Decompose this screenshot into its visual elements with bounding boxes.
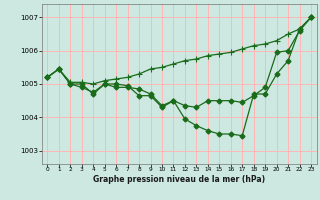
X-axis label: Graphe pression niveau de la mer (hPa): Graphe pression niveau de la mer (hPa)	[93, 175, 265, 184]
